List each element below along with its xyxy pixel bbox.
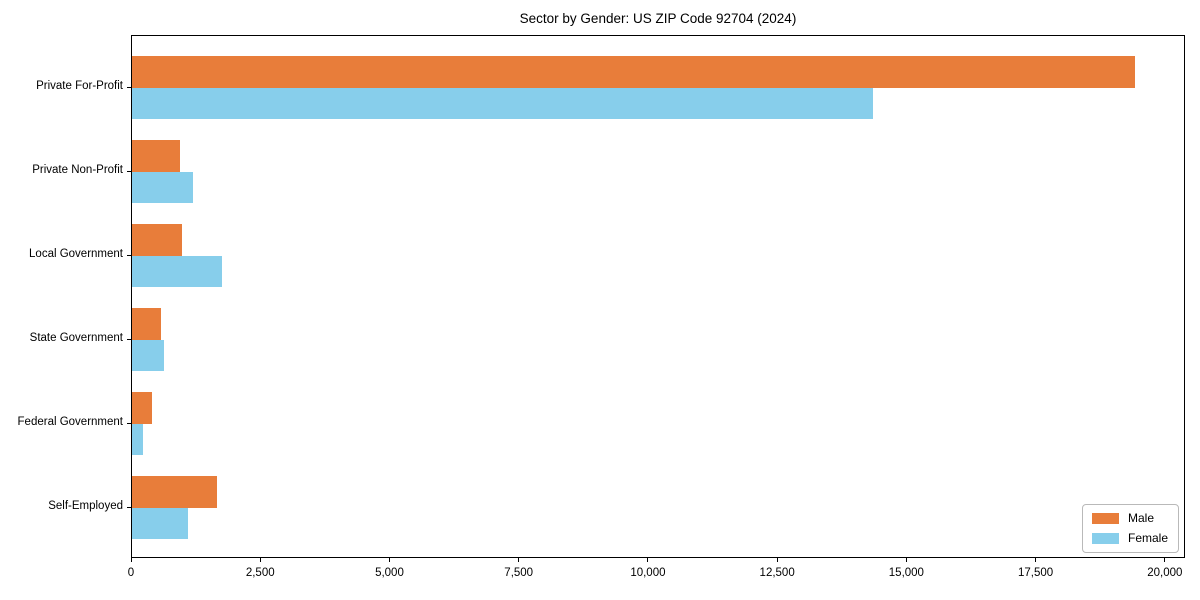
legend-item-female: Female	[1091, 531, 1168, 545]
legend-label-female: Female	[1127, 531, 1168, 545]
x-tick-label: 20,000	[1147, 567, 1183, 579]
x-tick-label: 5,000	[375, 567, 404, 579]
y-tick-mark	[127, 506, 131, 508]
y-tick-mark	[127, 254, 131, 256]
legend-label-male: Male	[1127, 511, 1154, 525]
bar-female-4	[132, 423, 143, 455]
bar-male-3	[132, 308, 161, 340]
x-tick-mark	[518, 558, 520, 562]
bar-male-0	[132, 56, 1135, 88]
bar-female-3	[132, 339, 164, 371]
bar-male-5	[132, 476, 217, 508]
plot-area: Male Female	[131, 35, 1185, 558]
x-tick-mark	[388, 558, 390, 562]
bars-layer	[132, 36, 1184, 557]
x-tick-label: 0	[127, 567, 135, 579]
x-tick-label: 12,500	[759, 567, 795, 579]
female-swatch	[1091, 533, 1119, 544]
x-tick-mark	[259, 558, 261, 562]
x-tick-label: 10,000	[630, 567, 666, 579]
x-tick-mark	[776, 558, 778, 562]
chart-title: Sector by Gender: US ZIP Code 92704 (202…	[519, 11, 797, 26]
legend: Male Female	[1081, 504, 1179, 553]
x-tick-label: 2,500	[245, 567, 275, 579]
male-swatch	[1091, 513, 1119, 524]
y-tick-label: Local Government	[29, 248, 123, 260]
y-tick-mark	[127, 422, 131, 424]
y-tick-label: Private For-Profit	[36, 80, 123, 92]
bar-female-1	[132, 171, 193, 203]
y-tick-mark	[127, 86, 131, 88]
x-tick-mark	[1035, 558, 1037, 562]
y-axis-labels: Private For-Profit Private Non-Profit Loca…	[0, 35, 123, 558]
y-tick-mark	[127, 170, 131, 172]
y-tick-label: Self-Employed	[48, 500, 123, 512]
bar-male-4	[132, 392, 153, 424]
x-tick-label: 15,000	[888, 567, 924, 579]
bar-female-2	[132, 255, 222, 287]
y-tick-label: Federal Government	[17, 416, 123, 428]
x-tick-mark	[130, 558, 132, 562]
bar-female-0	[132, 87, 873, 119]
bar-male-1	[132, 140, 181, 172]
legend-item-male: Male	[1091, 511, 1168, 525]
x-tick-mark	[905, 558, 907, 562]
bar-male-2	[132, 224, 183, 256]
y-tick-label: Private Non-Profit	[32, 164, 123, 176]
x-tick-label: 17,500	[1018, 567, 1054, 579]
x-tick-mark	[1164, 558, 1166, 562]
bar-female-5	[132, 507, 188, 539]
y-tick-mark	[127, 338, 131, 340]
x-tick-mark	[647, 558, 649, 562]
x-tick-label: 7,500	[504, 567, 534, 579]
y-tick-label: State Government	[29, 332, 123, 344]
